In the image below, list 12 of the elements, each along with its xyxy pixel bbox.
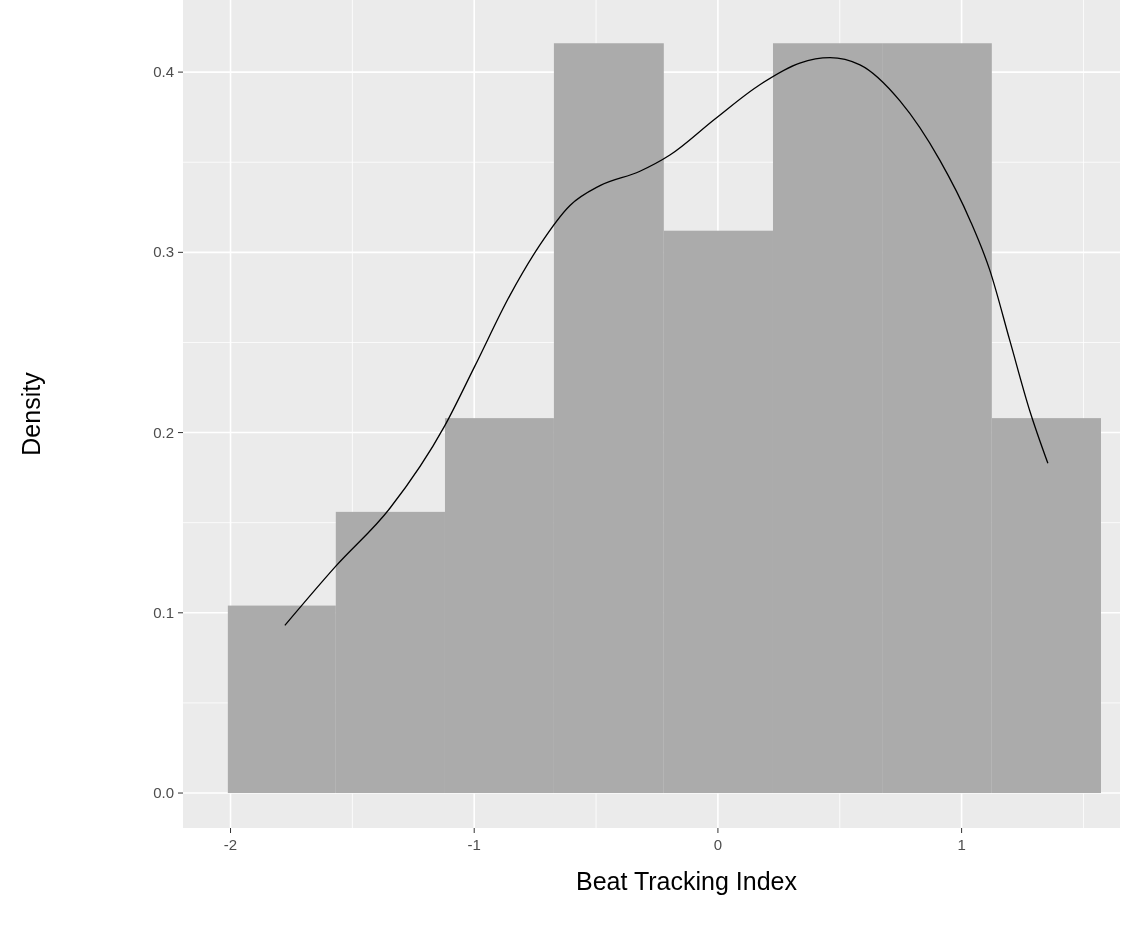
y-tick-label: 0.1 (153, 603, 174, 621)
y-tick-label: 0.4 (153, 63, 174, 81)
y-tick-label: 0.2 (153, 423, 174, 441)
x-tick-label: 1 (957, 836, 966, 853)
y-tick-label: 0.3 (153, 243, 174, 261)
x-tick-label: 0 (713, 836, 723, 853)
y-axis-title: Density (17, 371, 45, 456)
x-tick-label: -2 (223, 836, 238, 853)
x-axis-title: Beat Tracking Index (576, 867, 798, 895)
x-tick-label: -1 (467, 836, 481, 853)
y-tick-label: 0.0 (153, 784, 174, 802)
line-series (284, 57, 1049, 627)
